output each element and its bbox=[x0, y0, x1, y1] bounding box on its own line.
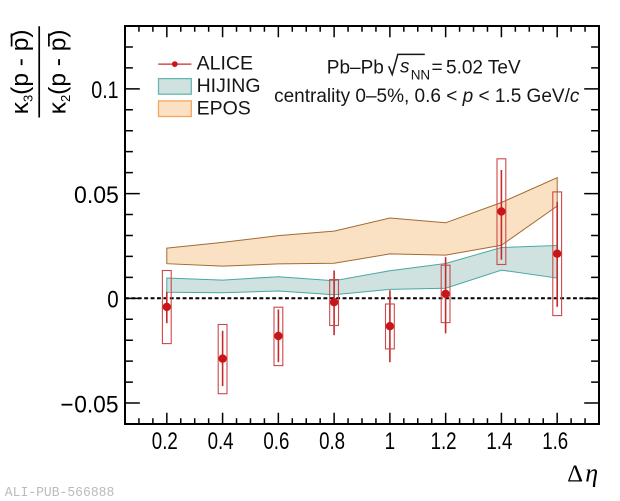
svg-text:=: = bbox=[432, 58, 443, 79]
svg-text:1.4: 1.4 bbox=[486, 428, 512, 455]
svg-text:ALICE: ALICE bbox=[197, 53, 253, 75]
svg-text:η: η bbox=[585, 459, 598, 488]
svg-text:centrality 0–5%, 0.6 < p < 1.5: centrality 0–5%, 0.6 < p < 1.5 GeV/c bbox=[274, 86, 580, 107]
svg-text:Δ: Δ bbox=[567, 461, 583, 488]
svg-text:HIJING: HIJING bbox=[197, 75, 261, 97]
svg-text:0.4: 0.4 bbox=[208, 428, 234, 455]
svg-text:s: s bbox=[400, 57, 410, 78]
svg-text:1.2: 1.2 bbox=[431, 428, 457, 455]
svg-text:0.8: 0.8 bbox=[319, 428, 345, 455]
svg-text:0.1: 0.1 bbox=[91, 77, 118, 104]
svg-text:0.6: 0.6 bbox=[263, 428, 289, 455]
svg-text:0: 0 bbox=[107, 287, 118, 314]
svg-text:1: 1 bbox=[385, 428, 396, 455]
svg-text:0.05: 0.05 bbox=[74, 182, 119, 209]
svg-text:NN: NN bbox=[411, 68, 431, 83]
svg-text:Pb–Pb: Pb–Pb bbox=[327, 58, 384, 79]
svg-text:5.02 TeV: 5.02 TeV bbox=[446, 58, 521, 79]
svg-text:ALI-PUB-566888: ALI-PUB-566888 bbox=[5, 486, 115, 501]
svg-text:EPOS: EPOS bbox=[197, 97, 251, 119]
svg-text:1.6: 1.6 bbox=[542, 428, 568, 455]
svg-text:0.05: 0.05 bbox=[74, 391, 118, 418]
svg-text:0.2: 0.2 bbox=[152, 428, 178, 455]
